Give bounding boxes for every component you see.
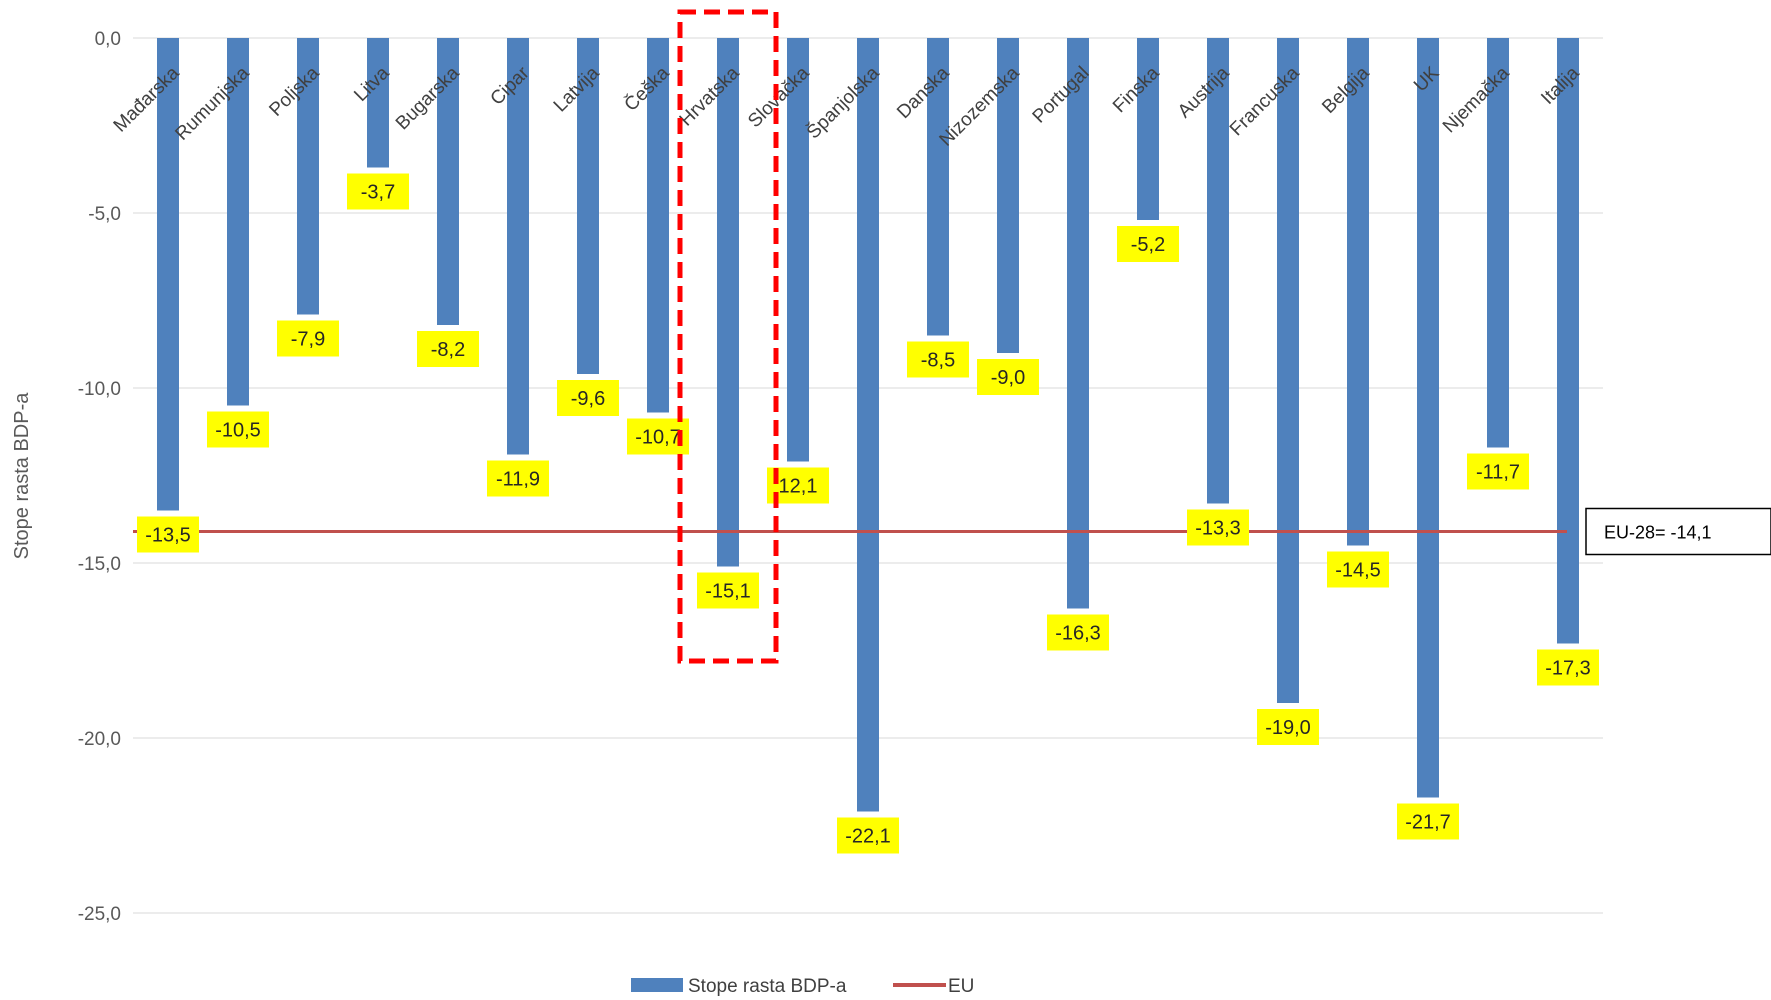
bar-18: [1347, 38, 1369, 546]
y-tick-label: -20,0: [78, 729, 121, 750]
data-label: -8,2: [431, 339, 465, 361]
highlight-group: [677, 9, 779, 664]
data-label-box: [487, 460, 549, 497]
data-label: -7,9: [291, 329, 325, 351]
bar-3: [297, 38, 319, 315]
data-label-box: [1187, 509, 1249, 546]
bar-11: [857, 38, 879, 812]
data-label-box: [837, 817, 899, 854]
data-label: -13,3: [1195, 518, 1241, 540]
eu-annotation-group: EU-28= -14,1: [1585, 507, 1771, 556]
data-label-box: [207, 411, 269, 448]
y-tick-label: -10,0: [78, 379, 121, 400]
data-label: -9,0: [991, 367, 1025, 389]
data-label: -21,7: [1405, 812, 1451, 834]
data-label: -19,0: [1265, 717, 1311, 739]
data-label-box: [417, 331, 479, 367]
bar-10: [787, 38, 809, 462]
bar-1: [157, 38, 179, 511]
data-label-box: [697, 572, 759, 609]
data-label: -3,7: [361, 182, 395, 204]
y-axis-title: Stope rasta BDP-a: [11, 392, 33, 560]
bar-13: [997, 38, 1019, 353]
data-label-box: [907, 341, 969, 378]
bar-9: [717, 38, 739, 567]
data-label: -10,7: [635, 427, 681, 449]
y-tick-label: 0,0: [95, 29, 121, 50]
eu-annotation-text: EU-28= -14,1: [1604, 523, 1712, 543]
bar-2: [227, 38, 249, 406]
y-tick-label: -15,0: [78, 554, 121, 575]
data-label-box: [1467, 453, 1529, 490]
data-label: -13,5: [145, 525, 191, 547]
bar-15: [1137, 38, 1159, 220]
data-label: -15,1: [705, 581, 751, 603]
data-label: -5,2: [1131, 234, 1165, 256]
data-label-box: [277, 320, 339, 357]
bar-20: [1487, 38, 1509, 448]
data-label-box: [1327, 551, 1389, 588]
highlight-box: [677, 9, 779, 664]
data-label-box: [1047, 614, 1109, 651]
bar-17: [1277, 38, 1299, 703]
bar-12: [927, 38, 949, 336]
eu-annotation-box: [1585, 507, 1771, 556]
legend: Stope rasta BDP-a EU: [631, 976, 974, 997]
data-label: -14,5: [1335, 560, 1381, 582]
data-label: -17,3: [1545, 658, 1591, 680]
legend-label-bars: Stope rasta BDP-a: [688, 976, 847, 997]
y-axis-ticks: 0,0 -5,0 -10,0 -15,0 -20,0 -25,0: [78, 29, 121, 925]
y-tick-label: -5,0: [88, 204, 121, 225]
data-label: -11,7: [1476, 462, 1520, 484]
legend-label-eu: EU: [948, 976, 974, 997]
bar-16: [1207, 38, 1229, 504]
bar-5: [437, 38, 459, 325]
data-label: -8,5: [921, 350, 955, 372]
bar-8: [647, 38, 669, 413]
bar-6: [507, 38, 529, 455]
bars: [157, 38, 1579, 812]
bar-4: [367, 38, 389, 168]
data-label: -16,3: [1055, 623, 1101, 645]
data-label-box: [137, 516, 199, 553]
bar-21: [1557, 38, 1579, 644]
y-tick-label: -25,0: [78, 904, 121, 925]
data-label: -11,9: [496, 469, 540, 491]
data-label-box: [1117, 226, 1179, 262]
bar-19: [1417, 38, 1439, 798]
data-label-box: [977, 359, 1039, 395]
data-label: -22,1: [845, 826, 891, 848]
data-label: -10,5: [215, 420, 261, 442]
data-label: 12,1: [779, 476, 818, 498]
data-label-box: [557, 380, 619, 416]
legend-swatch-bars: [631, 978, 683, 992]
data-label-box: [347, 173, 409, 210]
data-label: -9,6: [571, 388, 605, 410]
data-label-box: [1257, 709, 1319, 745]
data-label-box: [1397, 803, 1459, 840]
data-label-box: [1537, 649, 1599, 686]
data-labels: -13,5 -10,5 -7,9 -3,7 -8,2 -11,9 -9,6 -10,7 -15,…: [137, 173, 1599, 854]
bar-14: [1067, 38, 1089, 609]
bar-7: [577, 38, 599, 374]
